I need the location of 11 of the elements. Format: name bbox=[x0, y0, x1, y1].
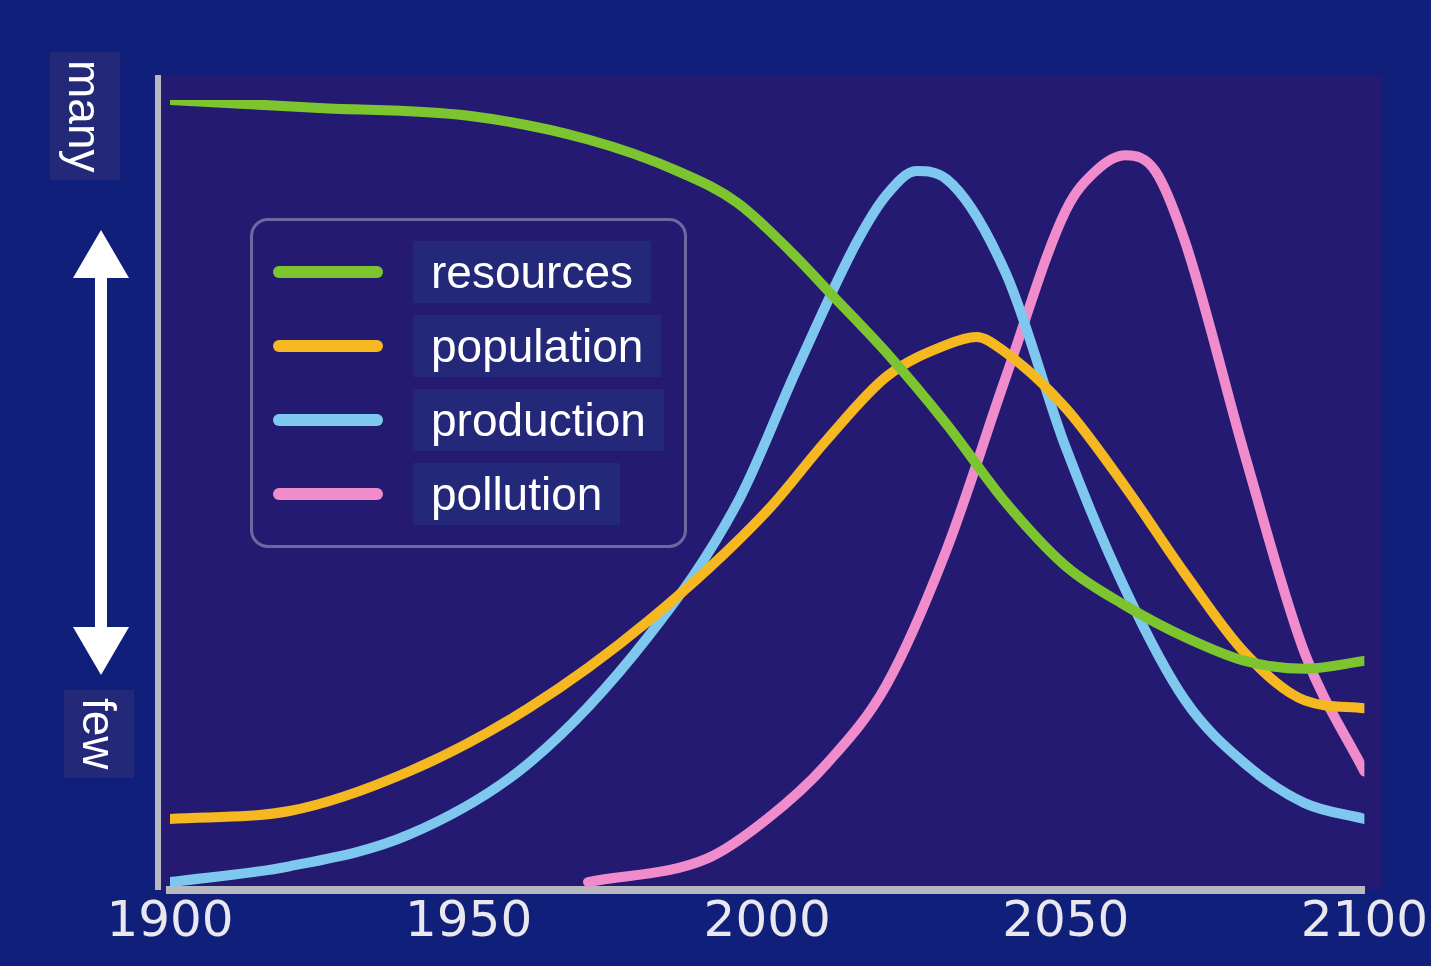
legend-label: population bbox=[413, 315, 662, 377]
text: few bbox=[64, 690, 134, 778]
x-tick-label: 1950 bbox=[404, 889, 533, 948]
legend-label: production bbox=[413, 389, 664, 451]
x-tick-label: 2100 bbox=[1300, 889, 1428, 948]
x-tick-label: 2000 bbox=[703, 889, 831, 948]
legend-label: pollution bbox=[413, 463, 621, 525]
x-tick-label: 2050 bbox=[1002, 889, 1130, 948]
x-tick-label: 1900 bbox=[106, 889, 234, 948]
legend-label: resources bbox=[413, 241, 651, 303]
text: many bbox=[50, 52, 120, 181]
